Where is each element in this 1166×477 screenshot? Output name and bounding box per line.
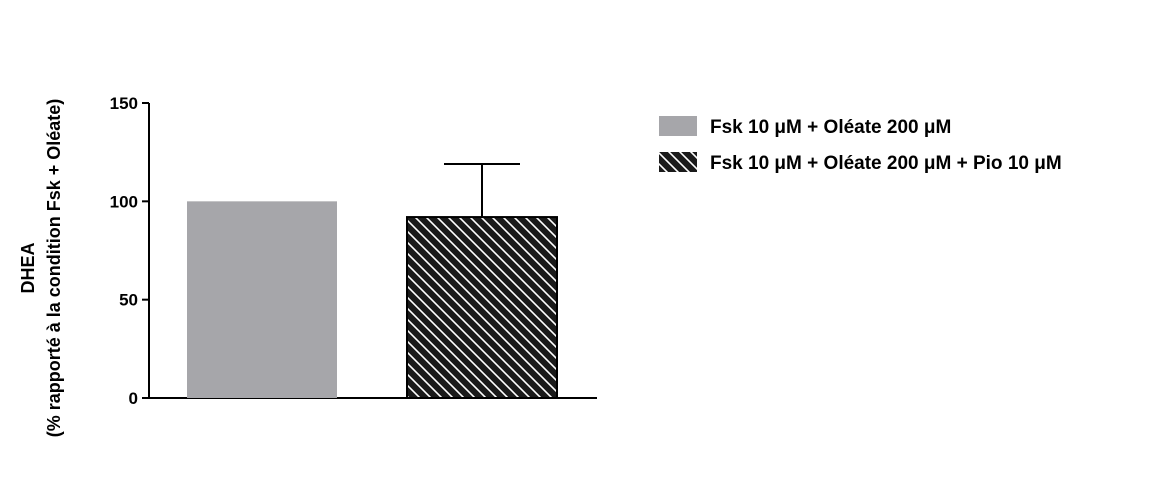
- y-axis-title-line2: (% rapporté à la condition Fsk + Oléate): [44, 99, 64, 438]
- bar-1: [406, 216, 558, 399]
- legend: Fsk 10 μM + Oléate 200 μM Fsk 10 μM + Olé…: [659, 116, 1062, 174]
- y-tick-label-0: 0: [129, 389, 138, 408]
- y-tick-label-3: 150: [110, 94, 138, 113]
- y-tick-label-2: 100: [110, 192, 138, 211]
- legend-swatch-0: [659, 116, 697, 136]
- y-axis-title-line1: DHEA: [18, 242, 38, 293]
- legend-swatch-1: [659, 152, 697, 172]
- legend-label-1: Fsk 10 μM + Oléate 200 μM + Pio 10 μM: [710, 153, 1062, 174]
- legend-label-0: Fsk 10 μM + Oléate 200 μM: [710, 117, 951, 138]
- bars: [187, 162, 558, 399]
- bar-0: [187, 201, 337, 398]
- y-ticks: 0 50 100 150: [110, 94, 149, 408]
- y-tick-label-1: 50: [119, 291, 138, 310]
